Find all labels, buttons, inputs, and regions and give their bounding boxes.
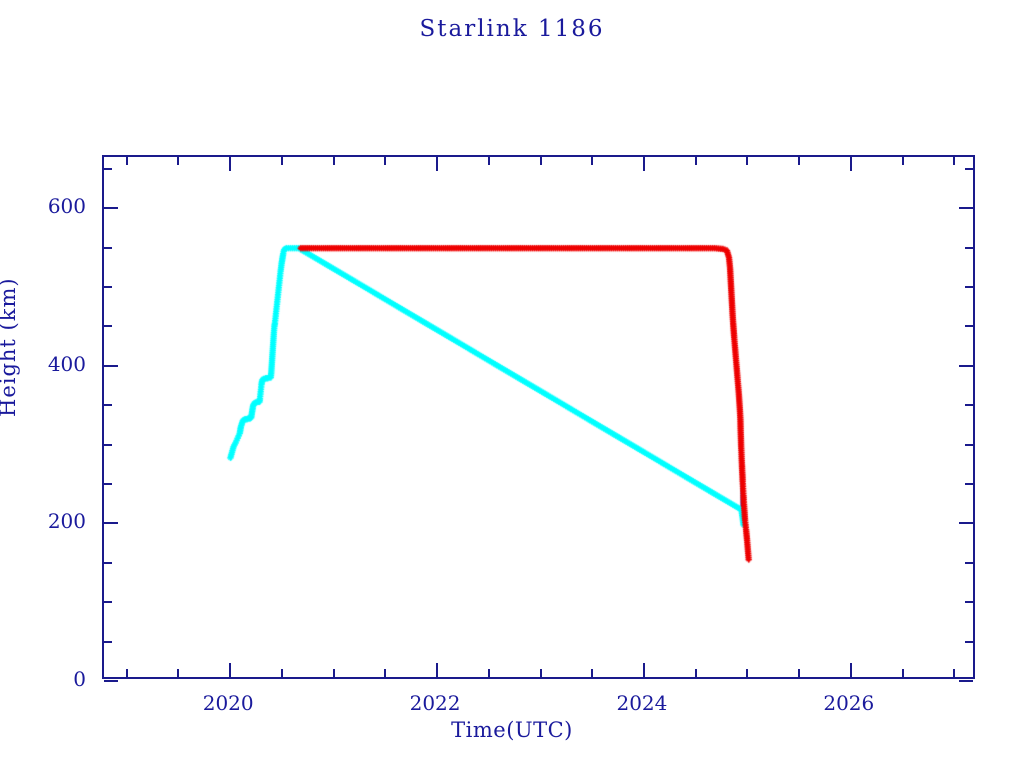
data-plot-canvas (102, 155, 975, 679)
y-tick-right-0 (959, 680, 973, 682)
y-tick-label-600: 600 (47, 194, 86, 219)
x-tick-label-2024: 2024 (616, 691, 668, 715)
x-tick-label-2020: 2020 (202, 691, 254, 715)
y-tick-label-200: 200 (47, 509, 86, 534)
y-tick-label-0: 0 (73, 667, 86, 691)
x-tick-label-2022: 2022 (409, 691, 461, 715)
y-tick-0 (104, 680, 118, 682)
page-title: Starlink 1186 (419, 16, 605, 42)
y-axis-title: Height (km) (0, 277, 20, 417)
y-tick-label-400: 400 (47, 351, 86, 376)
x-tick-label-2026: 2026 (823, 691, 875, 715)
x-axis-title: Time(UTC) (451, 718, 573, 742)
